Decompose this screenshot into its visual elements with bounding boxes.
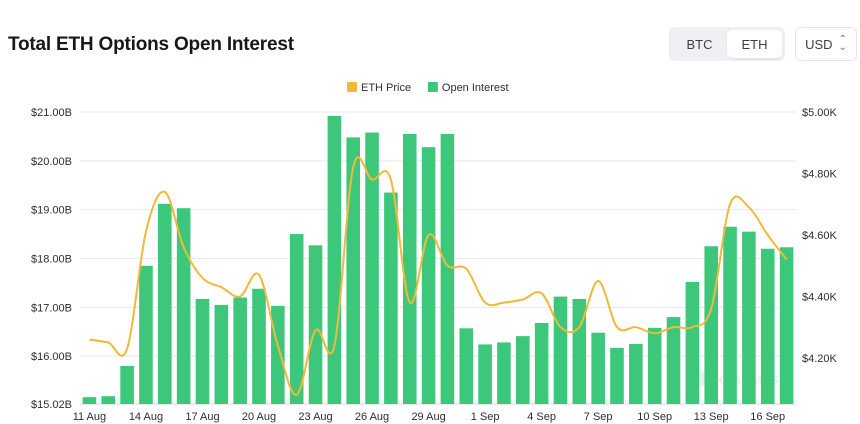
oi-bar (723, 226, 737, 404)
oi-bar (459, 328, 474, 404)
asset-toggle: BTC ETH (669, 27, 785, 61)
legend: ETH Price Open Interest (347, 82, 509, 94)
oi-bar (421, 147, 436, 404)
y-right-tick-label: $4.60K (802, 230, 838, 242)
currency-select[interactable]: USD ⌃ ⌄ (795, 27, 857, 61)
x-tick-label: 29 Aug (411, 411, 445, 423)
oi-bar (139, 265, 153, 404)
legend-swatch (427, 82, 438, 92)
y-right-tick-label: $5.00K (802, 107, 838, 119)
eth-option[interactable]: ETH (727, 30, 782, 58)
oi-bar (214, 304, 229, 404)
oi-bar (233, 297, 247, 404)
oi-bar (629, 343, 643, 404)
y-left-tick-label: $15.02B (31, 399, 72, 411)
oi-bar (365, 132, 379, 404)
y-left-tick-label: $16.00B (31, 351, 72, 363)
oi-bar (666, 317, 681, 404)
oi-bar (497, 342, 511, 404)
oi-bar (704, 246, 718, 404)
oi-bar (779, 247, 794, 404)
x-tick-label: 4 Sep (527, 411, 556, 423)
y-left-tick-label: $19.00B (31, 205, 72, 217)
oi-bar (685, 281, 700, 404)
oi-bar (195, 299, 210, 404)
oi-bar (271, 305, 285, 404)
oi-bar (647, 327, 662, 404)
x-tick-label: 20 Aug (242, 411, 276, 423)
oi-bar (591, 332, 605, 404)
oi-bar (572, 299, 587, 404)
y-left-tick-label: $20.00B (31, 156, 72, 168)
y-left-tick-label: $21.00B (31, 107, 72, 119)
currency-value: USD (805, 36, 833, 52)
y-left-tick-label: $18.00B (31, 253, 72, 265)
x-tick-label: 7 Sep (584, 411, 613, 423)
oi-bar (176, 208, 191, 404)
oi-bar (327, 115, 342, 404)
eth-price-line (89, 156, 788, 396)
page-title: Total ETH Options Open Interest (8, 34, 294, 55)
y-right-tick-label: $4.40K (802, 291, 838, 303)
x-tick-label: 13 Sep (694, 411, 729, 423)
oi-bar (346, 137, 360, 405)
btc-option[interactable]: BTC (686, 36, 713, 52)
x-tick-label: 14 Aug (129, 411, 163, 423)
oi-bar (440, 133, 455, 404)
oi-bar (742, 231, 756, 404)
chevron-updown-icon: ⌃ ⌄ (838, 34, 847, 53)
oi-bar (384, 192, 398, 404)
x-tick-label: 23 Aug (298, 411, 332, 423)
legend-label: ETH Price (361, 82, 411, 94)
x-tick-label: 10 Sep (637, 411, 672, 423)
x-tick-label: 1 Sep (471, 411, 500, 423)
oi-bar (478, 344, 492, 404)
x-tick-label: 17 Aug (185, 411, 219, 423)
oi-bar (289, 234, 304, 404)
x-tick-label: 11 Aug (73, 411, 106, 423)
x-tick-label: 26 Aug (355, 411, 389, 423)
y-right-tick-label: $4.20K (802, 353, 838, 365)
legend-swatch (347, 82, 357, 92)
x-tick-label: 16 Sep (750, 411, 785, 423)
oi-bar (760, 248, 775, 404)
oi-bar (516, 336, 530, 404)
y-left-tick-label: $17.00B (31, 302, 72, 314)
oi-bar (120, 365, 134, 404)
oi-bar (610, 347, 624, 404)
oi-bar (553, 296, 568, 404)
oi-bar (534, 322, 549, 404)
oi-bar (82, 397, 97, 404)
y-right-tick-label: $4.80K (802, 168, 838, 180)
oi-bar (101, 396, 116, 404)
oi-bar (308, 245, 323, 404)
oi-bar (252, 288, 266, 404)
oi-bar (158, 203, 172, 404)
oi-bar (402, 133, 417, 404)
legend-label: Open Interest (442, 82, 509, 94)
